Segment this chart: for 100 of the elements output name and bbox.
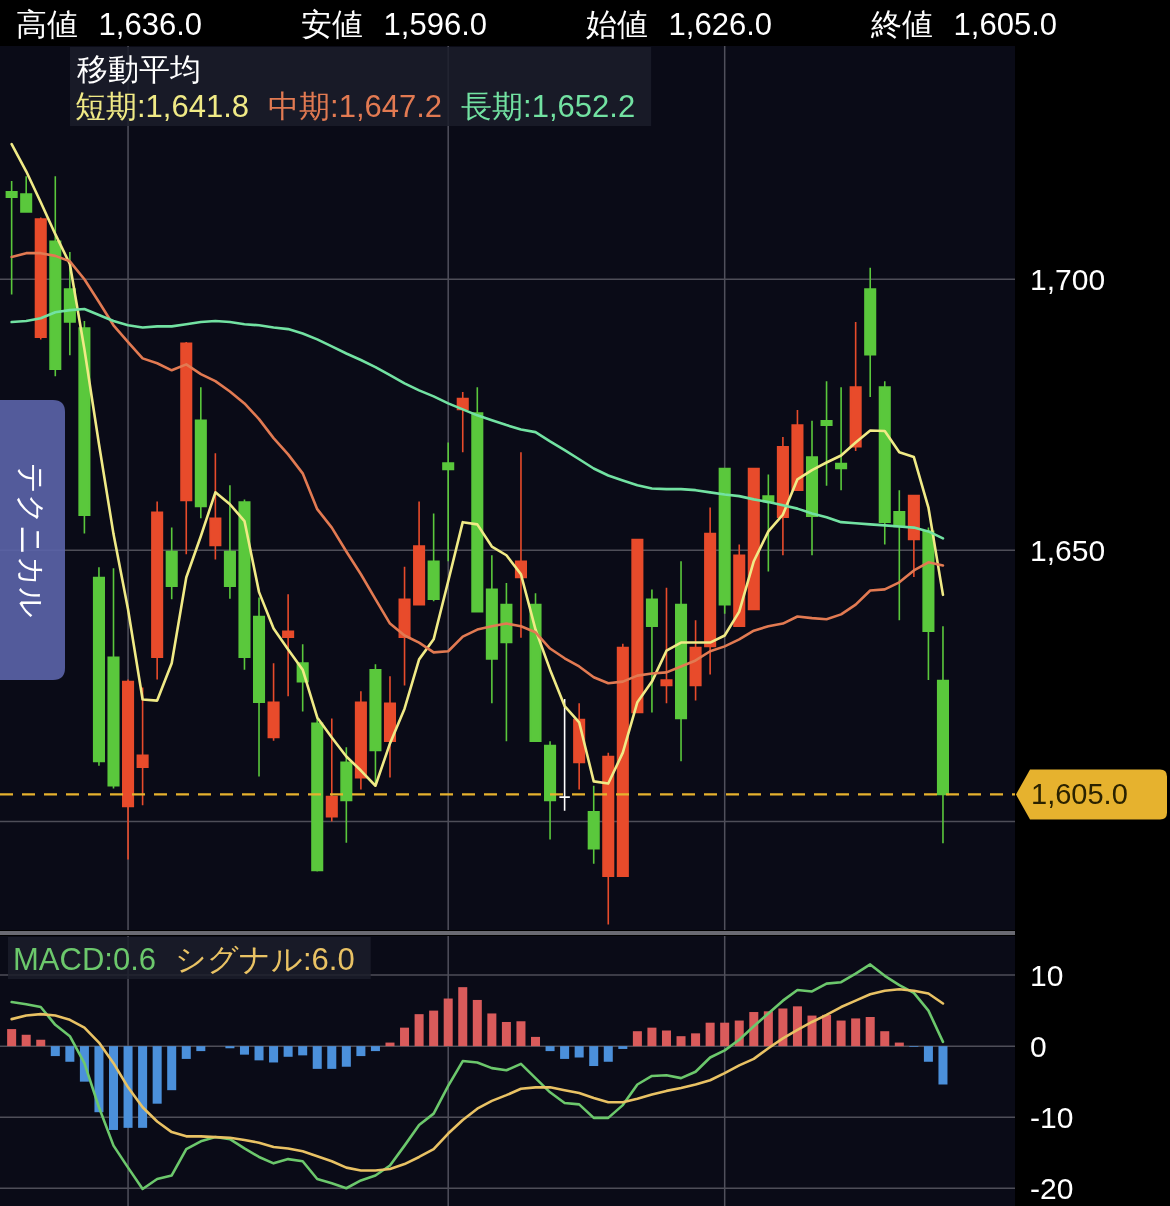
candlestick xyxy=(820,380,833,487)
candlestick xyxy=(34,216,47,341)
candlestick xyxy=(238,498,251,671)
candlestick xyxy=(733,543,746,628)
candlestick xyxy=(325,717,338,823)
bar xyxy=(312,1046,322,1069)
candlestick xyxy=(194,386,207,520)
bar xyxy=(138,1046,148,1128)
candlestick xyxy=(267,662,280,742)
candlestick xyxy=(631,538,644,714)
candlestick xyxy=(413,500,426,606)
candlestick xyxy=(223,484,236,600)
candlestick xyxy=(136,686,149,807)
bar xyxy=(865,1017,875,1047)
candlestick xyxy=(689,619,702,702)
bar xyxy=(443,998,453,1047)
candlestick xyxy=(660,586,673,705)
bar xyxy=(225,1046,235,1049)
candlestick xyxy=(311,716,324,873)
bar xyxy=(196,1046,206,1052)
bar xyxy=(36,1039,46,1047)
legend: 移動平均 短期:1,641.8 中期:1,647.2 長期:1,652.2 xyxy=(70,47,652,126)
candlestick xyxy=(805,419,819,557)
candlestick xyxy=(849,321,862,452)
candlestick xyxy=(427,512,440,603)
text: 高値 1,636.0 xyxy=(16,7,203,42)
candlestick xyxy=(180,341,193,555)
bar xyxy=(661,1030,671,1047)
candlestick xyxy=(78,320,91,535)
bar xyxy=(676,1036,686,1047)
bar xyxy=(254,1046,264,1061)
bar xyxy=(691,1033,701,1047)
candlestick xyxy=(587,784,600,865)
y-tick-label: 10 xyxy=(1030,958,1064,992)
line-series xyxy=(10,142,945,788)
text: 1,605.0 xyxy=(1031,778,1128,811)
bar xyxy=(239,1046,249,1055)
candlestick xyxy=(500,582,513,743)
bar xyxy=(720,1022,730,1047)
candlestick xyxy=(5,180,18,296)
bar xyxy=(851,1018,861,1047)
bar xyxy=(472,999,482,1047)
bar xyxy=(269,1046,279,1063)
candlestick xyxy=(252,596,266,778)
candlestick xyxy=(209,452,222,561)
text: 安値 1,596.0 xyxy=(301,7,488,42)
bar xyxy=(487,1013,497,1047)
candlestick xyxy=(383,675,397,779)
candlestick xyxy=(165,526,178,600)
bar xyxy=(880,1031,890,1047)
bar xyxy=(7,1029,17,1047)
candlestick xyxy=(456,391,469,454)
candlestick xyxy=(20,175,33,213)
bar xyxy=(603,1046,613,1062)
candlestick xyxy=(282,593,295,698)
candlestick xyxy=(514,451,527,639)
bar xyxy=(370,1046,380,1052)
bar xyxy=(778,1008,788,1047)
bar xyxy=(836,1020,846,1047)
candlestick xyxy=(747,467,760,611)
tab-button: テクニカル xyxy=(0,400,65,680)
series-label: MACD:0.6 xyxy=(13,942,156,977)
annotation: テクニカル xyxy=(15,462,48,618)
candlestick xyxy=(398,565,411,687)
bar xyxy=(501,1021,511,1047)
y-tick-label: 0 xyxy=(1030,1029,1047,1063)
bar xyxy=(341,1046,351,1067)
bar xyxy=(647,1027,657,1047)
bar xyxy=(531,1036,541,1047)
bar xyxy=(545,1046,555,1052)
candlestick xyxy=(922,526,935,681)
line-series xyxy=(10,987,945,1172)
bar xyxy=(458,987,468,1047)
y-tick-label: -20 xyxy=(1030,1171,1074,1205)
candlestick xyxy=(936,625,950,845)
bar xyxy=(123,1046,133,1128)
bar xyxy=(298,1046,308,1056)
text: 始値 1,626.0 xyxy=(586,7,773,42)
candlestick xyxy=(616,642,629,878)
bar xyxy=(152,1046,162,1104)
candlestick xyxy=(558,698,571,812)
candlestick xyxy=(602,751,615,926)
bar xyxy=(574,1046,584,1058)
candlestick xyxy=(471,386,484,613)
bar xyxy=(414,1014,424,1047)
candlestick xyxy=(791,409,804,491)
bar xyxy=(356,1046,366,1057)
candlestick xyxy=(122,678,135,861)
candlestick xyxy=(645,588,658,714)
y-tick-label: 1,700 xyxy=(1030,262,1106,296)
candlestick xyxy=(151,500,164,681)
candlestick xyxy=(92,566,105,767)
candlestick xyxy=(835,386,848,491)
legend: MACD:0.6 シグナル:6.0 xyxy=(8,937,371,979)
candlestick xyxy=(864,267,877,398)
legend-title: 移動平均 xyxy=(77,52,201,87)
y-tick-label: -10 xyxy=(1030,1100,1074,1134)
bar xyxy=(108,1046,119,1130)
candlestick xyxy=(718,467,731,615)
y-tick-label: 1,650 xyxy=(1030,533,1106,567)
